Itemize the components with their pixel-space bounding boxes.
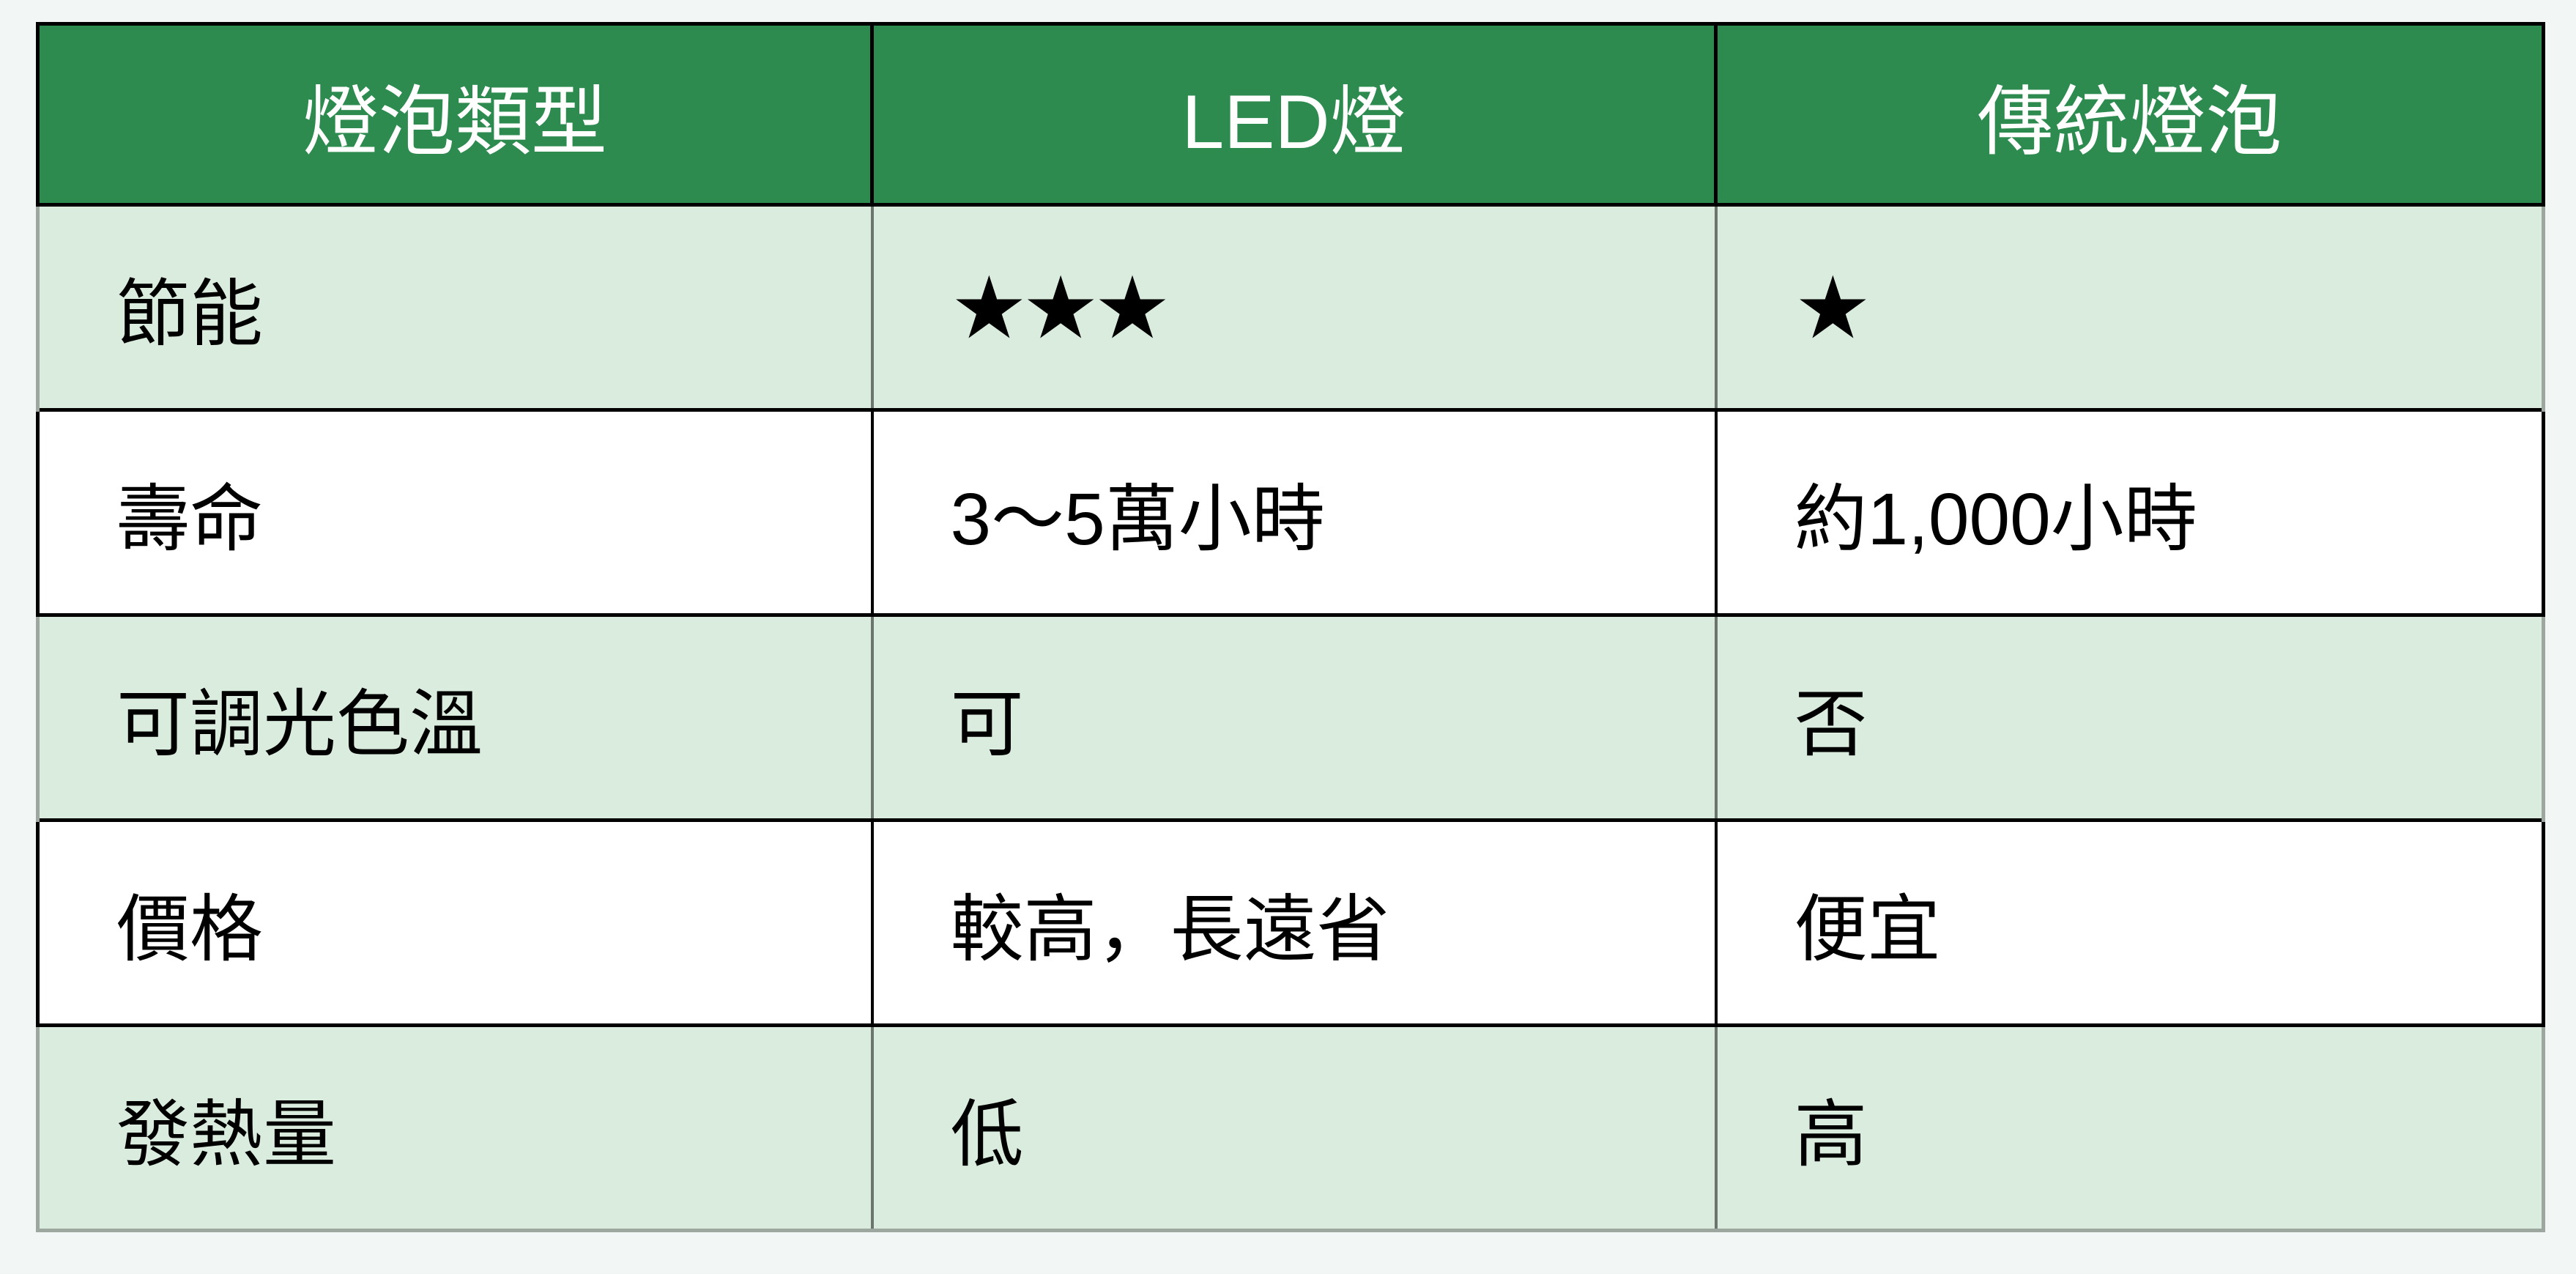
row-label-cell: 發熱量 (36, 1025, 874, 1232)
table-row-price: 價格 較高，長遠省 便宜 (36, 818, 2545, 1027)
row-label-cell: 壽命 (36, 408, 874, 617)
traditional-value-cell: 約1,000小時 (1714, 408, 2545, 617)
col-header-traditional: 傳統燈泡 (1714, 22, 2545, 207)
col-header-bulb-type: 燈泡類型 (36, 22, 874, 207)
led-value-cell: 低 (870, 1025, 1718, 1232)
table-row-energy-saving: 節能 ★★★ ★ (36, 204, 2545, 410)
traditional-value-cell: 高 (1714, 1025, 2545, 1232)
table-row-dimmable: 可調光色溫 可 否 (36, 615, 2545, 821)
traditional-value-cell: ★ (1714, 204, 2545, 410)
row-label-cell: 可調光色溫 (36, 615, 874, 821)
led-value-cell: ★★★ (870, 204, 1718, 410)
bulb-comparison-table: 燈泡類型 LED燈 傳統燈泡 節能 ★★★ ★ 壽命 3～5萬小時 約1,000… (36, 22, 2545, 1232)
table-row-heat-output: 發熱量 低 高 (36, 1025, 2545, 1232)
col-header-led: LED燈 (870, 22, 1718, 207)
led-value-cell: 較高，長遠省 (870, 818, 1718, 1027)
row-label-cell: 價格 (36, 818, 874, 1027)
row-label-cell: 節能 (36, 204, 874, 410)
led-value-cell: 3～5萬小時 (870, 408, 1718, 617)
traditional-value-cell: 便宜 (1714, 818, 2545, 1027)
led-value-cell: 可 (870, 615, 1718, 821)
table-row-lifespan: 壽命 3～5萬小時 約1,000小時 (36, 408, 2545, 617)
traditional-value-cell: 否 (1714, 615, 2545, 821)
header-row: 燈泡類型 LED燈 傳統燈泡 (36, 22, 2545, 207)
